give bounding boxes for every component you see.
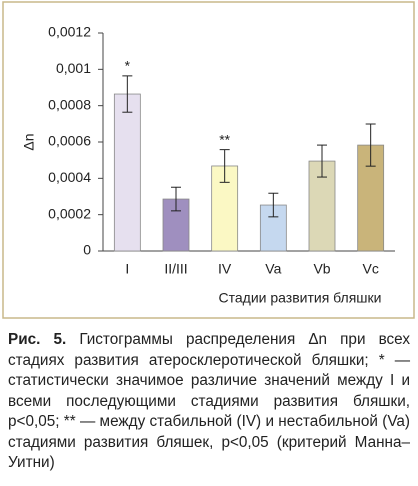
y-tick-label: 0,001 [56,60,91,76]
y-tick-label: 0,0004 [48,169,91,185]
x-tick-label: IV [218,261,232,277]
caption-text: Гистограммы распределения Δn при всех ст… [8,331,411,471]
x-tick-label: II/III [164,261,187,277]
y-tick-label: 0,0006 [48,133,91,149]
annotation: ** [219,131,230,147]
y-tick-label: 0,0008 [48,96,91,112]
y-axis-label: Δn [21,133,37,150]
y-tick-label: 0,0012 [48,24,91,40]
x-tick-label: I [125,261,129,277]
x-tick-label: Vb [313,261,330,277]
bar [113,93,141,252]
x-tick-label: Vc [362,261,378,277]
caption-label: Рис. 5. [8,331,67,348]
frame [2,1,415,319]
chart: Δn Стадии развития бляшки 0 0,0002 0,0004 0… [2,1,415,319]
x-axis-label: Стадии развития бляшки [219,290,382,306]
y-tick-label: 0 [83,242,91,258]
caption: Рис. 5. Гистограммы распределения Δn при… [8,330,410,474]
annotation: * [125,58,131,74]
y-tick-label: 0,0002 [48,205,91,221]
x-tick-label: Va [265,261,281,277]
